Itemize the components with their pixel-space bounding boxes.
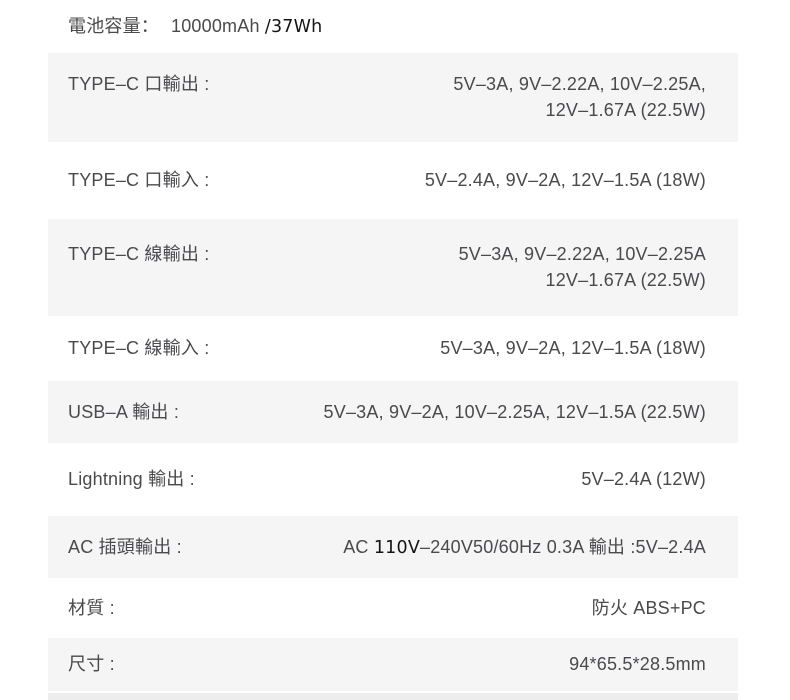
value-line: 94*65.5*28.5mm — [569, 654, 706, 674]
edited-value-ac-plug-output: 110V — [373, 538, 420, 558]
value-line: 5V–2.4A, 9V–2A, 12V–1.5A (18W) — [424, 170, 706, 190]
spec-row-type-c-port-output: TYPE–C 口輸出 : 5V–3A, 9V–2.22A, 10V–2.25A, 1… — [48, 53, 738, 142]
value-text: –240V50/60Hz 0.3A 輸出 :5V–2.4A — [420, 537, 706, 557]
spec-row-material: 材質 : 防火 ABS+PC — [48, 578, 738, 638]
value-line: 防火 ABS+PC — [591, 598, 706, 618]
spec-value-battery-capacity: 10000mAh /37Wh — [171, 13, 322, 40]
value-line: 5V–2.4A (12W) — [581, 469, 706, 489]
spec-row-type-c-cable-output: TYPE–C 線輸出 : 5V–3A, 9V–2.22A, 10V–2.25A 12… — [48, 219, 738, 316]
spec-row-lightning-output: Lightning 輸出 : 5V–2.4A (12W) — [48, 443, 738, 516]
spec-label-battery-capacity: 電池容量： — [68, 16, 159, 36]
value-text: AC — [343, 537, 374, 557]
spec-label-dimensions: 尺寸 : — [68, 654, 115, 674]
spec-row-ac-plug-output: AC 插頭輸出 : AC 110V–240V50/60Hz 0.3A 輸出 :5V… — [48, 516, 738, 578]
spec-label-ac-plug-output: AC 插頭輸出 : — [68, 537, 182, 557]
value-text: 10000mAh — [171, 16, 265, 36]
value-line: 5V–3A, 9V–2A, 12V–1.5A (18W) — [440, 338, 706, 358]
spec-row-type-c-port-input: TYPE–C 口輸入 : 5V–2.4A, 9V–2A, 12V–1.5A (18… — [48, 142, 738, 219]
spec-label-type-c-port-output: TYPE–C 口輸出 : — [68, 74, 210, 94]
spec-value-material: 防火 ABS+PC — [592, 595, 706, 621]
value-line: 12V–1.67A (22.5W) — [545, 100, 706, 120]
value-line: 5V–3A, 9V–2A, 10V–2.25A, 12V–1.5A (22.5W… — [323, 402, 706, 422]
edited-value-battery-capacity: /37Wh — [264, 17, 323, 37]
spec-value-type-c-port-input: 5V–2.4A, 9V–2A, 12V–1.5A (18W) — [425, 167, 706, 193]
value-line: 5V–3A, 9V–2.22A, 10V–2.25A — [458, 244, 706, 264]
spec-label-type-c-cable-input: TYPE–C 線輸入 : — [68, 338, 210, 358]
value-line: 5V–3A, 9V–2.22A, 10V–2.25A, — [453, 74, 706, 94]
spec-value-type-c-port-output: 5V–3A, 9V–2.22A, 10V–2.25A, 12V–1.67A (22… — [453, 71, 706, 123]
spec-value-type-c-cable-input: 5V–3A, 9V–2A, 12V–1.5A (18W) — [440, 335, 706, 361]
spec-row-battery-capacity: 電池容量： 10000mAh /37Wh — [48, 0, 738, 53]
spec-row-type-c-cable-input: TYPE–C 線輸入 : 5V–3A, 9V–2A, 12V–1.5A (18W) — [48, 316, 738, 381]
value-line: 12V–1.67A (22.5W) — [545, 270, 706, 290]
spec-value-ac-plug-output: AC 110V–240V50/60Hz 0.3A 輸出 :5V–2.4A — [343, 534, 706, 561]
spec-label-type-c-port-input: TYPE–C 口輸入 : — [68, 170, 210, 190]
spec-label-lightning-output: Lightning 輸出 : — [68, 469, 195, 489]
spec-label-type-c-cable-output: TYPE–C 線輸出 : — [68, 244, 210, 264]
spec-value-usb-a-output: 5V–3A, 9V–2A, 10V–2.25A, 12V–1.5A (22.5W… — [324, 399, 706, 425]
spec-label-material: 材質 : — [68, 598, 115, 618]
spec-label-usb-a-output: USB–A 輸出 : — [68, 402, 180, 422]
spec-row-usb-a-output: USB–A 輸出 : 5V–3A, 9V–2A, 10V–2.25A, 12V–1… — [48, 381, 738, 443]
spec-value-dimensions: 94*65.5*28.5mm — [569, 651, 706, 677]
next-row-top-edge — [48, 693, 738, 700]
spec-value-type-c-cable-output: 5V–3A, 9V–2.22A, 10V–2.25A 12V–1.67A (22.… — [459, 241, 706, 293]
spec-row-dimensions: 尺寸 : 94*65.5*28.5mm — [48, 638, 738, 691]
spec-value-lightning-output: 5V–2.4A (12W) — [581, 466, 706, 492]
